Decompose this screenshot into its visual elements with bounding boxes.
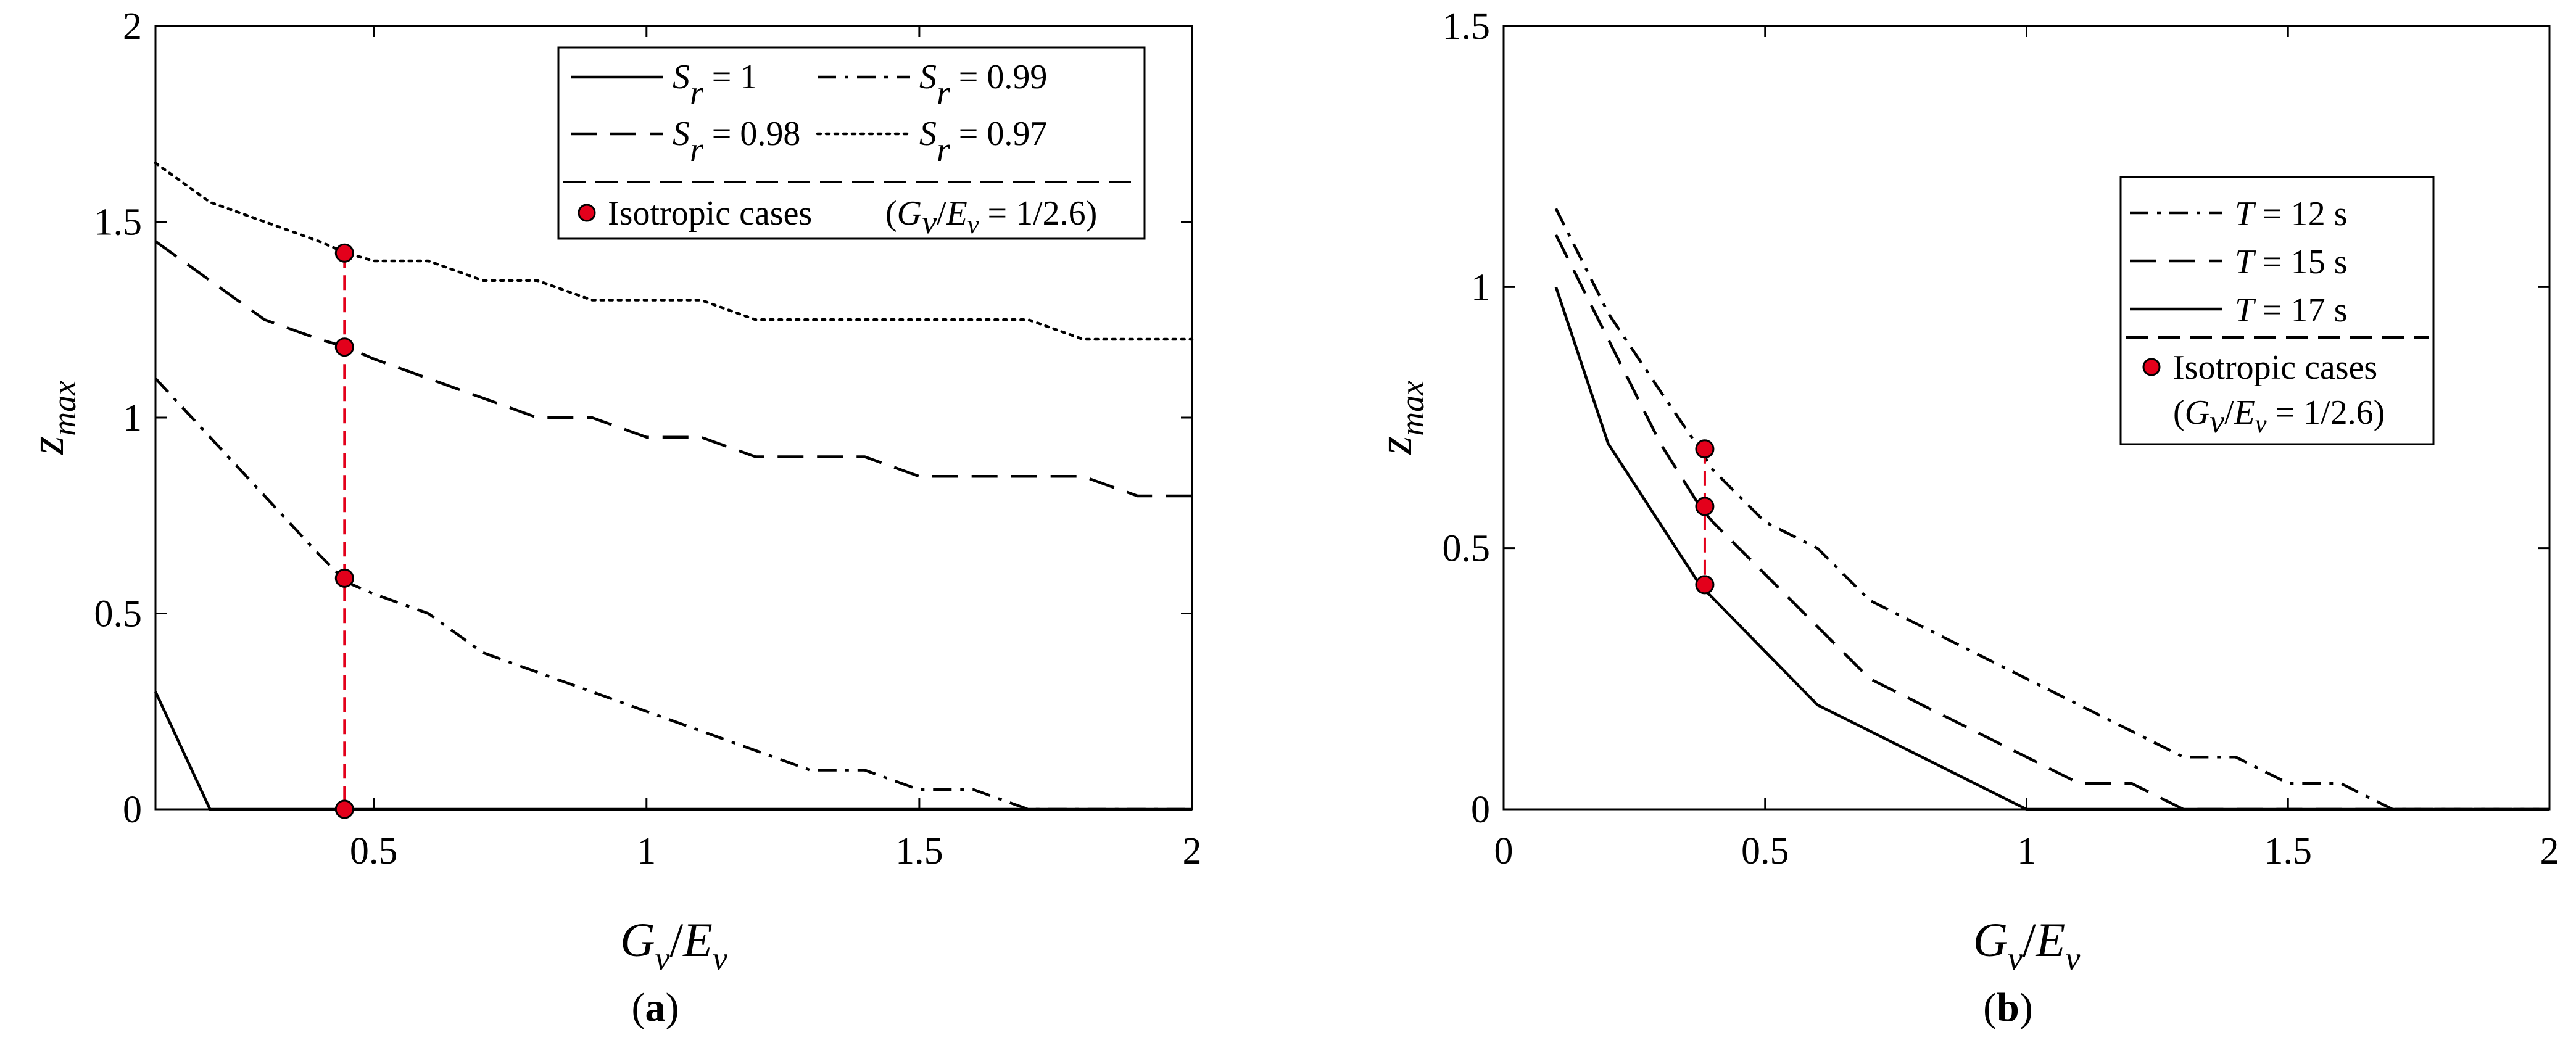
legend-iso-marker-a (578, 204, 596, 222)
y-axis-label-b: zmax (1368, 381, 1431, 455)
legend-label-a-0: Sr = 1 (673, 58, 757, 112)
y-tick-label-b: 0.5 (1443, 528, 1491, 570)
y-tick-label-a: 1 (123, 397, 142, 439)
series-line-b-1 (1554, 234, 2549, 811)
series-line-b-2 (1554, 286, 2549, 811)
isotropic-point-a-3 (334, 799, 354, 819)
series-line-a-2 (154, 240, 1192, 498)
x-axis-label-b: Gv/Ev (1973, 913, 2081, 977)
series-line-a-1 (154, 377, 1192, 811)
legend-box-a (557, 46, 1146, 240)
legend-iso-note-b: (Gv/Ev = 1/2.6) (2173, 394, 2385, 440)
legend-iso-label-a: Isotropic cases (608, 194, 812, 233)
x-tick-label-b: 1 (2017, 830, 2036, 872)
isotropic-point-b-1 (1695, 497, 1715, 516)
x-tick-label-a: 1 (637, 830, 656, 872)
isotropic-point-a-1 (334, 337, 354, 357)
legend-iso-marker-b (2142, 358, 2161, 376)
series-line-a-3 (154, 162, 1194, 341)
y-tick-label-b: 1.5 (1443, 6, 1491, 47)
isotropic-point-a-2 (334, 568, 354, 588)
isotropic-point-b-0 (1695, 439, 1715, 459)
legend-iso-label-b: Isotropic cases (2173, 349, 2377, 387)
panel-label-b: (b) (1983, 985, 2033, 1030)
x-tick-label-a: 0.5 (350, 830, 398, 872)
y-tick-label-a: 0 (123, 789, 142, 831)
x-tick-label-a: 2 (1183, 830, 1202, 872)
legend-box-b (2119, 176, 2435, 445)
legend-label-b-1: T = 15 s (2235, 243, 2348, 281)
series-line-a-0 (154, 691, 1192, 811)
x-tick-label-a: 1.5 (895, 830, 943, 872)
legend-iso-note-a: (Gv/Ev = 1/2.6) (885, 194, 1097, 241)
panel-label-a: (a) (632, 985, 679, 1030)
isotropic-point-b-2 (1695, 575, 1715, 595)
legend-label-a-2: Sr = 0.98 (673, 115, 800, 169)
legend-label-a-1: Sr = 0.99 (919, 58, 1047, 112)
x-tick-label-b: 1.5 (2264, 830, 2313, 872)
x-axis-label-a: Gv/Ev (620, 913, 727, 977)
y-tick-label-a: 1.5 (94, 202, 143, 244)
legend-label-b-2: T = 17 s (2235, 291, 2348, 329)
y-tick-label-a: 2 (123, 6, 142, 47)
legend-label-b-0: T = 12 s (2235, 195, 2348, 233)
y-tick-label-b: 0 (1471, 789, 1490, 831)
x-tick-label-b: 0.5 (1741, 830, 1789, 872)
x-tick-label-b: 2 (2540, 830, 2559, 872)
y-axis-label-a: zmax (20, 381, 83, 455)
legend-a: Sr = 1 Sr = 0.99 Sr = 0.98 Sr = 0.97 Isotrop… (557, 46, 1146, 241)
legend-b: T = 12 s T = 15 s T = 17 s Isotropic cases (… (2119, 176, 2435, 445)
isotropic-point-a-0 (334, 243, 354, 263)
legend-label-a-3: Sr = 0.97 (919, 115, 1047, 169)
y-tick-label-a: 0.5 (94, 593, 143, 635)
y-tick-label-b: 1 (1471, 266, 1490, 308)
x-tick-label-b: 0 (1494, 830, 1514, 872)
